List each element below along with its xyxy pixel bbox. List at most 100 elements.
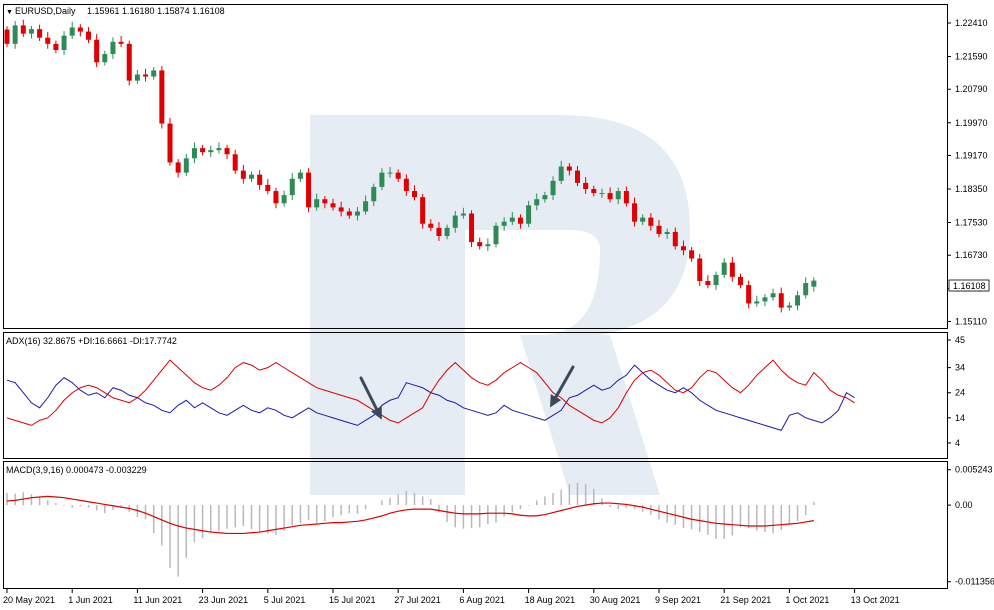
candle-body bbox=[607, 193, 613, 200]
time-tick-label: 27 Jul 2021 bbox=[394, 595, 441, 605]
candle-body bbox=[379, 172, 385, 187]
time-tick-label: 1 Jun 2021 bbox=[68, 595, 113, 605]
macd-histogram bbox=[6, 482, 815, 577]
current-price-tag: 1.16108 bbox=[948, 279, 990, 292]
candle-body bbox=[754, 301, 760, 304]
candle-body bbox=[208, 150, 214, 153]
candle-body bbox=[436, 227, 442, 237]
candle-body bbox=[517, 217, 523, 224]
candle-body bbox=[656, 225, 662, 234]
candle-body bbox=[191, 148, 197, 159]
candle-body bbox=[175, 162, 181, 173]
candle-body bbox=[77, 27, 83, 32]
macd-axis: 0.005243 0.00 -0.011356 bbox=[947, 465, 994, 587]
candle-body bbox=[420, 197, 426, 224]
time-tick-label: 5 Jul 2021 bbox=[264, 595, 306, 605]
time-tick-label: 30 Aug 2021 bbox=[590, 595, 641, 605]
time-tick-label: 1 Oct 2021 bbox=[785, 595, 829, 605]
candle-body bbox=[664, 231, 670, 234]
candle-body bbox=[12, 25, 18, 44]
candle-body bbox=[94, 39, 100, 63]
candle-body bbox=[509, 217, 515, 222]
time-tick-label: 18 Aug 2021 bbox=[525, 595, 576, 605]
candle-body bbox=[591, 188, 597, 194]
candle-body bbox=[330, 203, 336, 208]
price-tick-label: 1.22410 bbox=[955, 18, 988, 28]
candle-body bbox=[395, 172, 401, 179]
arrow-head bbox=[550, 394, 562, 408]
candle-body bbox=[566, 166, 572, 171]
candle-body bbox=[273, 191, 279, 204]
candle-body bbox=[632, 203, 638, 222]
candle-body bbox=[37, 29, 43, 38]
minus-di-line bbox=[6, 359, 855, 426]
macd-signal-line bbox=[6, 495, 814, 535]
adx-tick-label: 34 bbox=[955, 363, 965, 373]
price-tick-label: 1.19970 bbox=[955, 118, 988, 128]
candle-body bbox=[354, 211, 360, 216]
candle-body bbox=[526, 205, 532, 224]
price-tick-label: 1.17530 bbox=[955, 218, 988, 228]
price-tick-label: 1.20790 bbox=[955, 84, 988, 94]
candlestick-series bbox=[4, 19, 817, 313]
candle-body bbox=[61, 35, 67, 50]
candle-body bbox=[53, 43, 59, 50]
adx-tick-label: 24 bbox=[955, 388, 965, 398]
candle-body bbox=[200, 148, 206, 153]
candle-body bbox=[534, 199, 540, 206]
macd-panel bbox=[3, 461, 948, 589]
arrow-down-left-icon bbox=[550, 365, 575, 408]
candle-body bbox=[778, 293, 784, 308]
candle-body bbox=[705, 280, 711, 286]
candle-body bbox=[322, 199, 328, 204]
candle-body bbox=[69, 27, 75, 36]
candle-body bbox=[257, 174, 263, 185]
watermark-upper bbox=[310, 115, 690, 335]
candle-body bbox=[623, 191, 629, 204]
time-tick-label: 11 Jun 2021 bbox=[133, 595, 182, 605]
candle-body bbox=[583, 182, 589, 189]
candle-body bbox=[289, 178, 295, 196]
ohlc-readout: 1.15961 1.16180 1.15874 1.16108 bbox=[87, 6, 225, 16]
candle-body bbox=[680, 246, 686, 251]
candle-body bbox=[615, 191, 621, 200]
candle-body bbox=[501, 221, 507, 226]
candle-body bbox=[485, 244, 491, 247]
dropdown-triangle-icon[interactable]: ▼ bbox=[6, 9, 13, 16]
time-tick-label: 13 Oct 2021 bbox=[851, 595, 900, 605]
adx-lines bbox=[6, 359, 855, 431]
candle-body bbox=[672, 231, 678, 247]
candle-body bbox=[306, 172, 312, 208]
candle-body bbox=[550, 180, 556, 196]
candle-body bbox=[387, 172, 393, 174]
candle-body bbox=[118, 41, 124, 44]
price-tick-label: 1.21590 bbox=[955, 52, 988, 62]
candle-body bbox=[363, 201, 369, 212]
candle-body bbox=[20, 25, 26, 34]
candle-body bbox=[240, 170, 246, 179]
macd-tick-label: 0.00 bbox=[955, 500, 973, 510]
price-panel bbox=[3, 4, 948, 329]
candle-body bbox=[469, 213, 475, 243]
candle-body bbox=[811, 280, 817, 287]
arrow-down-right-icon bbox=[359, 376, 382, 420]
watermark-leg bbox=[520, 335, 660, 495]
adx-axis: 45 34 24 14 4 bbox=[947, 335, 965, 448]
candle-body bbox=[134, 74, 140, 81]
candle-body bbox=[338, 207, 344, 212]
annotation-arrows bbox=[359, 365, 575, 420]
candle-body bbox=[770, 293, 776, 298]
price-tick-label: 1.16730 bbox=[955, 250, 988, 260]
candle-body bbox=[314, 199, 320, 208]
candle-body bbox=[216, 148, 222, 151]
time-tick-label: 20 May 2021 bbox=[3, 595, 55, 605]
candle-body bbox=[265, 184, 271, 192]
candle-body bbox=[346, 211, 352, 216]
macd-tick-label: 0.005243 bbox=[955, 465, 993, 475]
candle-body bbox=[45, 37, 51, 44]
candle-body bbox=[143, 74, 149, 77]
candle-body bbox=[110, 41, 116, 55]
candle-body bbox=[444, 227, 450, 237]
candle-body bbox=[721, 262, 727, 275]
